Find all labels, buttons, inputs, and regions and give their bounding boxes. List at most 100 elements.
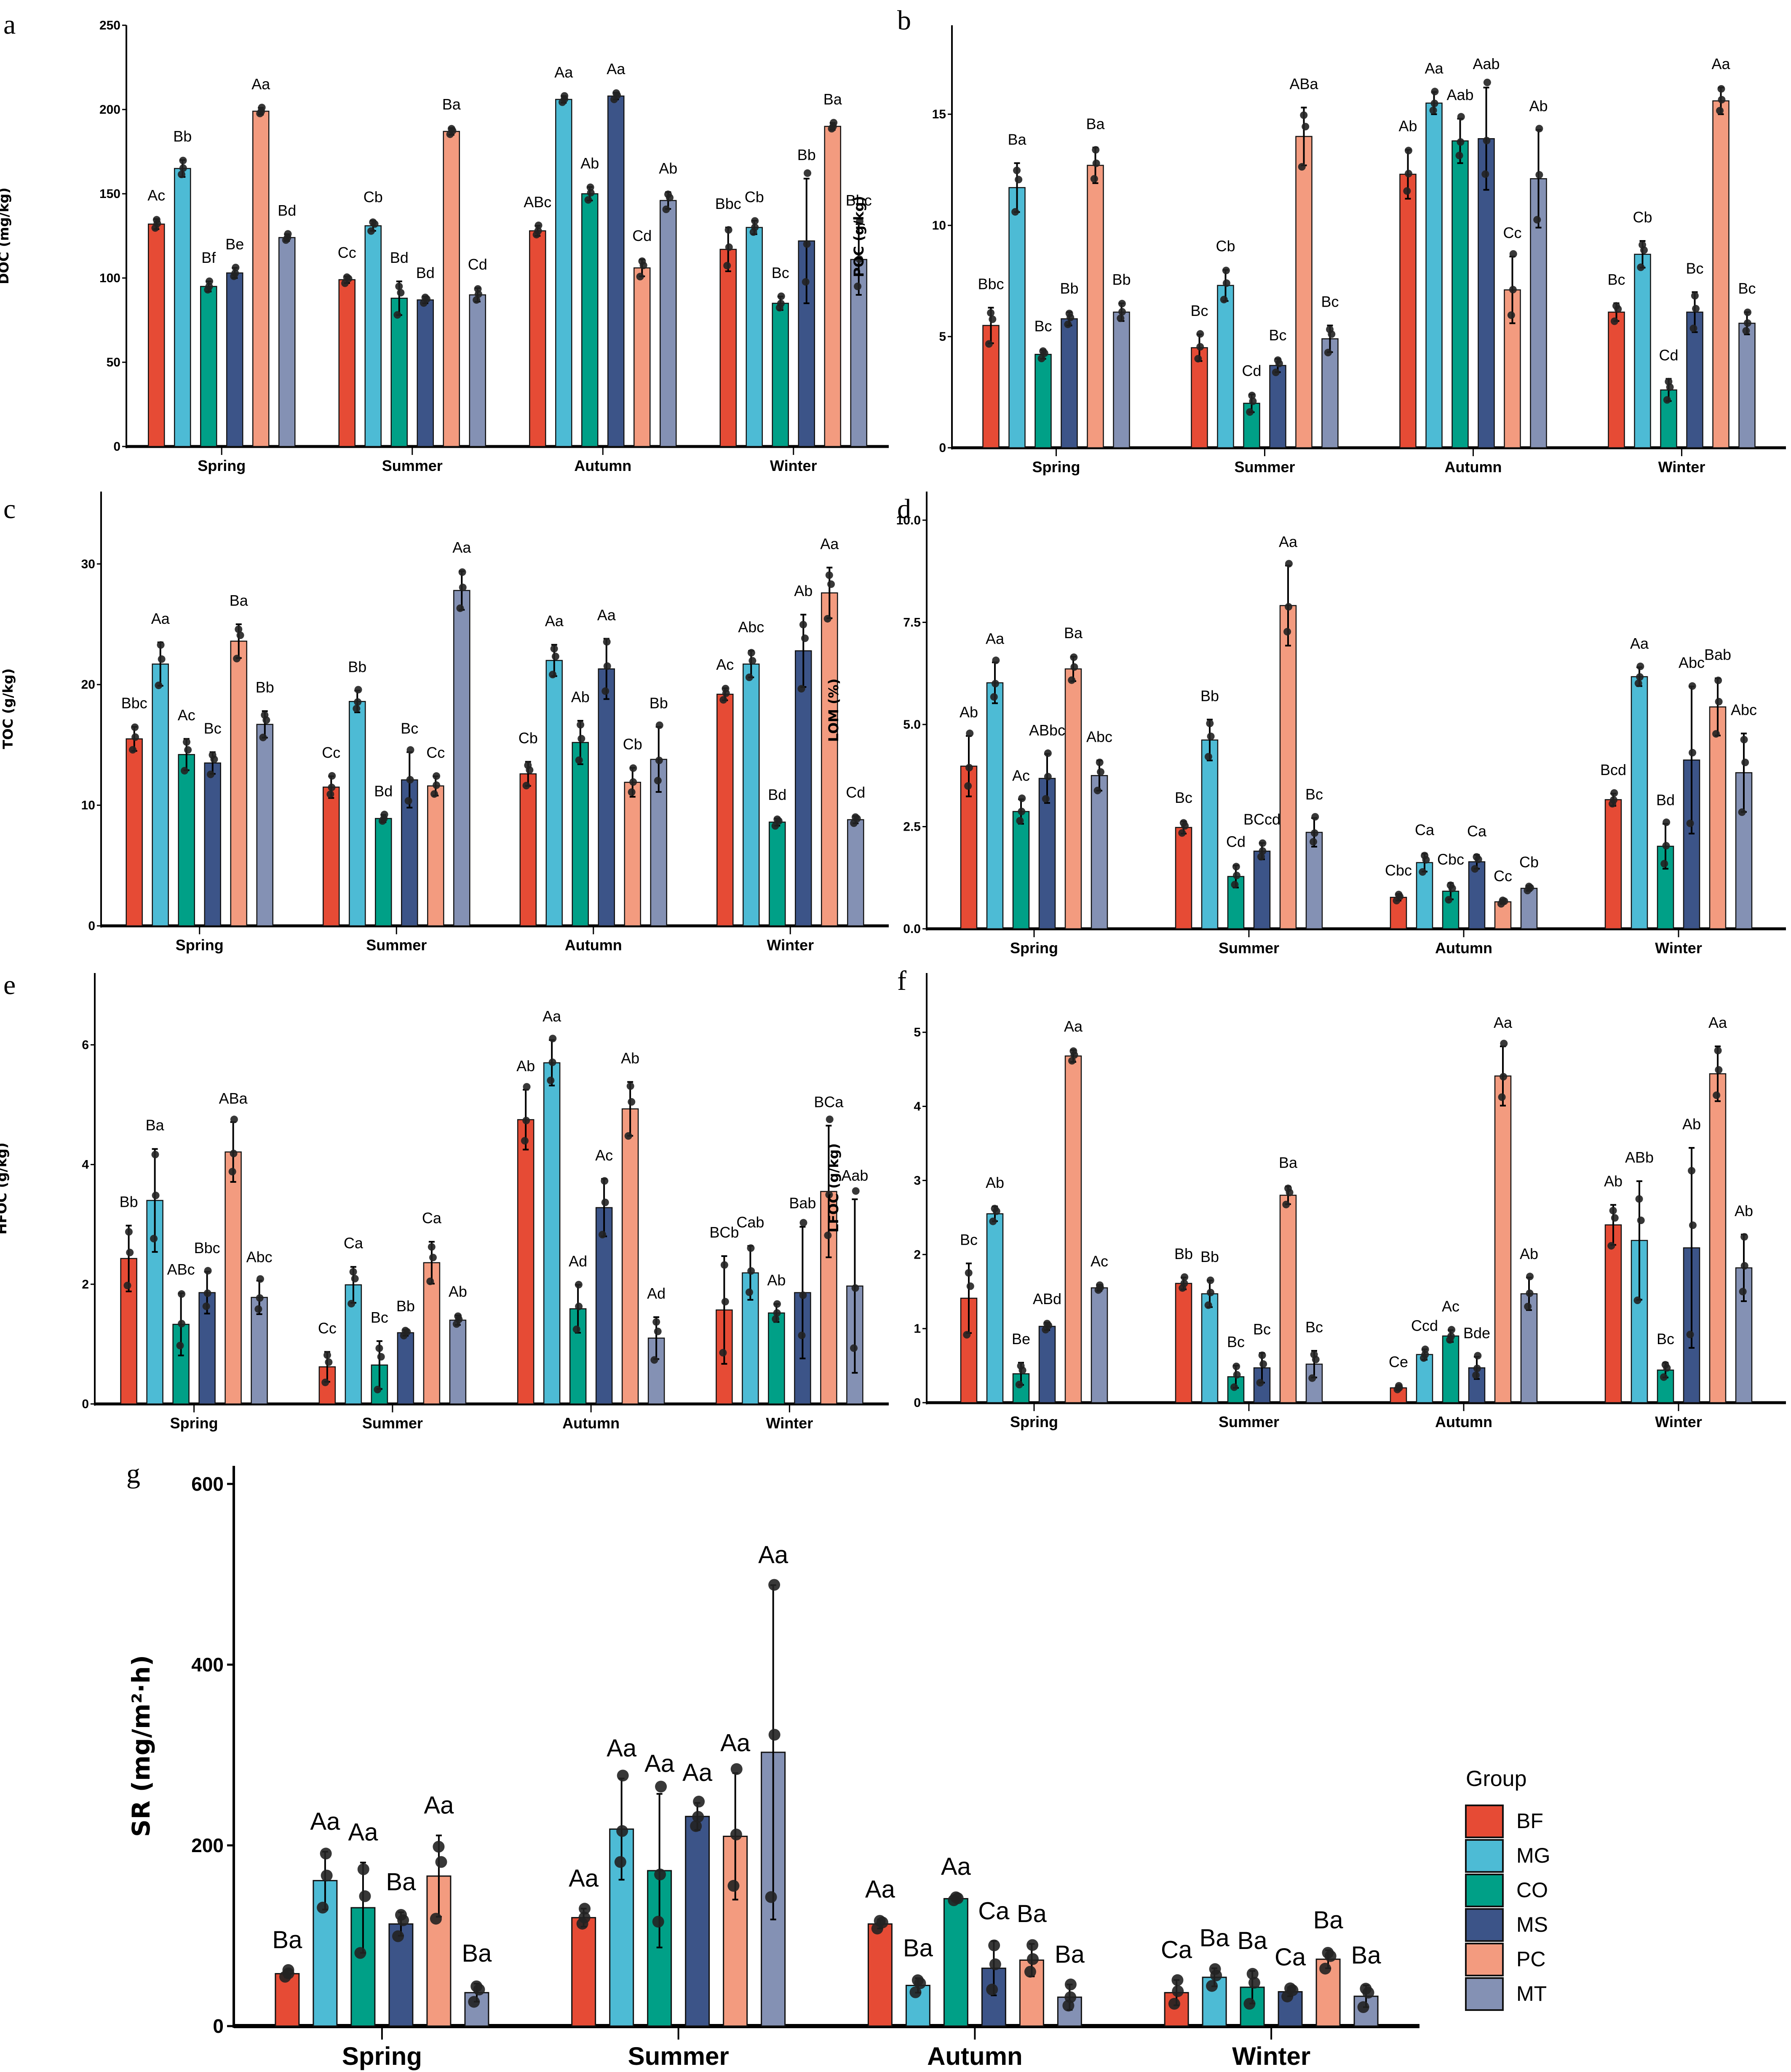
replicate-point (392, 1930, 404, 1942)
replicate-point (1429, 107, 1437, 115)
bar-pc (230, 640, 247, 927)
replicate-point (799, 620, 807, 628)
significance-label: Ac (1442, 1298, 1460, 1315)
replicate-point (730, 1763, 743, 1775)
replicate-point (535, 222, 543, 230)
replicate-point (1171, 1974, 1184, 1986)
replicate-point (854, 282, 862, 290)
replicate-point (393, 311, 401, 319)
significance-label: Cb (1216, 238, 1235, 255)
replicate-point (131, 723, 139, 731)
replicate-point (178, 1320, 186, 1328)
y-tick-label: 0 (939, 441, 946, 455)
replicate-point (433, 1841, 445, 1853)
replicate-point (824, 1231, 832, 1239)
replicate-point (1016, 817, 1024, 825)
significance-label: Ca (1467, 822, 1487, 839)
replicate-point (158, 655, 166, 663)
significance-label: Ca (1415, 821, 1435, 839)
bar-mt (1091, 1287, 1108, 1404)
replicate-point (357, 1863, 369, 1875)
replicate-point (375, 1344, 383, 1352)
significance-label: Bf (201, 249, 216, 266)
replicate-point (751, 217, 759, 225)
y-tick-label: 200 (191, 1834, 224, 1856)
replicate-point (1284, 1982, 1296, 1994)
bar-ms (1686, 311, 1703, 449)
replicate-point (256, 1294, 264, 1302)
y-tick-label: 4 (82, 1158, 89, 1172)
significance-label: Bbc (846, 192, 872, 209)
significance-label: Ab (571, 688, 590, 706)
y-axis-label: LFOC (g/kg) (826, 1143, 842, 1233)
significance-label: Bb (256, 679, 274, 696)
replicate-point (1457, 138, 1465, 146)
significance-label: Bc (1190, 302, 1208, 319)
significance-label: Ad (569, 1252, 587, 1270)
y-tick-label: 20 (81, 678, 95, 692)
replicate-point (965, 1269, 973, 1277)
replicate-point (155, 682, 163, 690)
significance-label: Aa (682, 1759, 713, 1786)
replicate-point (985, 340, 993, 348)
replicate-point (1310, 829, 1318, 837)
replicate-point (1064, 321, 1072, 329)
y-tick-label: 5 (939, 330, 946, 344)
replicate-point (1284, 1184, 1292, 1192)
replicate-point (1042, 795, 1050, 803)
significance-label: Bc (1738, 280, 1756, 297)
replicate-point (745, 1288, 753, 1296)
replicate-point (1298, 163, 1306, 171)
significance-label: Aa (644, 1750, 675, 1778)
replicate-point (152, 1192, 160, 1200)
replicate-point (988, 1939, 1000, 1952)
legend: Group BF MG CO MS PC MT (1465, 1767, 1550, 2011)
replicate-point (202, 1302, 210, 1310)
replicate-point (825, 1191, 833, 1199)
significance-label: Aa (607, 1735, 637, 1762)
replicate-point (1310, 1350, 1318, 1358)
significance-label: Ab (960, 703, 978, 721)
replicate-point (851, 1284, 859, 1292)
bar-mg (1201, 1293, 1219, 1404)
replicate-point (1500, 1073, 1508, 1081)
significance-label: Ab (516, 1057, 535, 1075)
replicate-point (1093, 786, 1101, 794)
significance-label: ABb (1625, 1149, 1654, 1166)
replicate-point (727, 1880, 740, 1892)
replicate-point (230, 1115, 238, 1123)
significance-label: Aa (1494, 1014, 1513, 1031)
replicate-point (1324, 349, 1332, 357)
x-category-label: Summer (628, 2042, 729, 2070)
significance-label: Bc (1686, 259, 1703, 277)
replicate-point (374, 1385, 382, 1393)
replicate-point (874, 1915, 886, 1927)
replicate-point (1481, 170, 1489, 178)
replicate-point (803, 240, 811, 248)
replicate-point (601, 1177, 609, 1185)
bar-mg (349, 701, 366, 927)
y-tick-label: 10 (932, 219, 946, 233)
significance-label: Aa (543, 1008, 561, 1025)
replicate-point (909, 1986, 922, 1998)
significance-label: Ba (1238, 1927, 1268, 1954)
panel-letter: d (897, 494, 911, 524)
significance-label: Aab (1473, 55, 1500, 72)
significance-label: Aab (1446, 86, 1473, 104)
legend-item-ms: MS (1465, 1908, 1548, 1942)
significance-label: Aa (941, 1853, 971, 1880)
bar-co (1442, 1335, 1460, 1404)
replicate-point (1360, 1983, 1372, 1995)
replicate-point (719, 1349, 727, 1357)
x-category-label: Spring (1010, 939, 1058, 957)
replicate-point (1018, 794, 1026, 802)
replicate-point (773, 1300, 781, 1308)
x-category-label: Spring (170, 1414, 218, 1432)
replicate-point (395, 1909, 407, 1921)
replicate-point (1222, 279, 1230, 287)
significance-label: Cb (519, 730, 538, 747)
significance-label: Aa (348, 1819, 378, 1846)
y-tick-label: 0 (213, 2015, 224, 2037)
significance-label: BCa (814, 1093, 844, 1110)
replicate-point (377, 1353, 385, 1361)
